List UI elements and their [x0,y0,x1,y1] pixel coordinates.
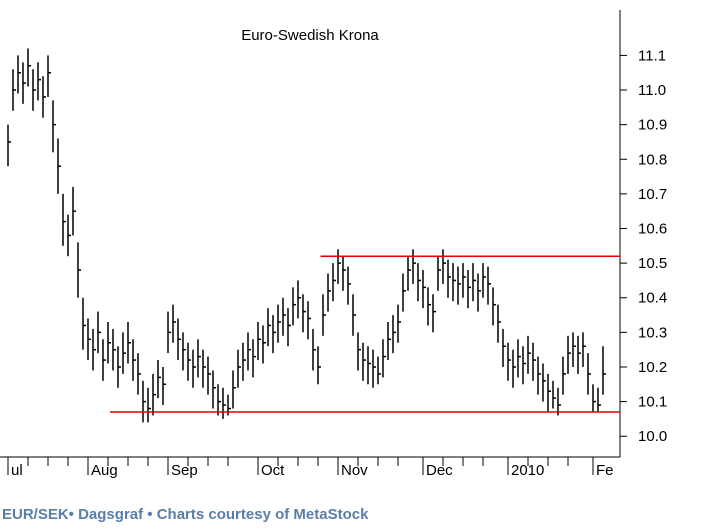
y-tick-label: 10.1 [638,394,667,411]
y-tick-label: 10.5 [638,255,667,272]
x-tick-label: Sep [171,462,198,479]
chart: Euro-Swedish Krona 10.0 10.1 10.2 10.3 10.4 1… [0,10,667,479]
x-tick-label: Aug [91,462,118,479]
y-tick-label: 10.3 [638,324,667,341]
y-tick-label: 11.0 [638,82,666,99]
x-tick-label: Dec [426,462,453,479]
y-tick-label: 10.9 [638,117,667,134]
y-tick-label: 10.4 [638,290,667,307]
chart-title: Euro-Swedish Krona [241,27,379,44]
caption: EUR/SEK• Dagsgraf • Charts courtesy of M… [2,506,369,523]
x-tick-label: Fe [596,462,614,479]
x-tick-label: Oct [261,462,285,479]
y-tick-label: 11.1 [638,47,666,64]
x-tick-label: ul [11,462,23,479]
x-tick-label: 2010 [511,462,544,479]
y-tick-label: 10.2 [638,359,667,376]
y-tick-label: 10.0 [638,428,667,445]
x-tick-label: Nov [341,462,368,479]
y-tick-label: 10.7 [638,186,667,203]
y-tick-label: 10.6 [638,221,667,238]
y-tick-label: 10.8 [638,151,667,168]
